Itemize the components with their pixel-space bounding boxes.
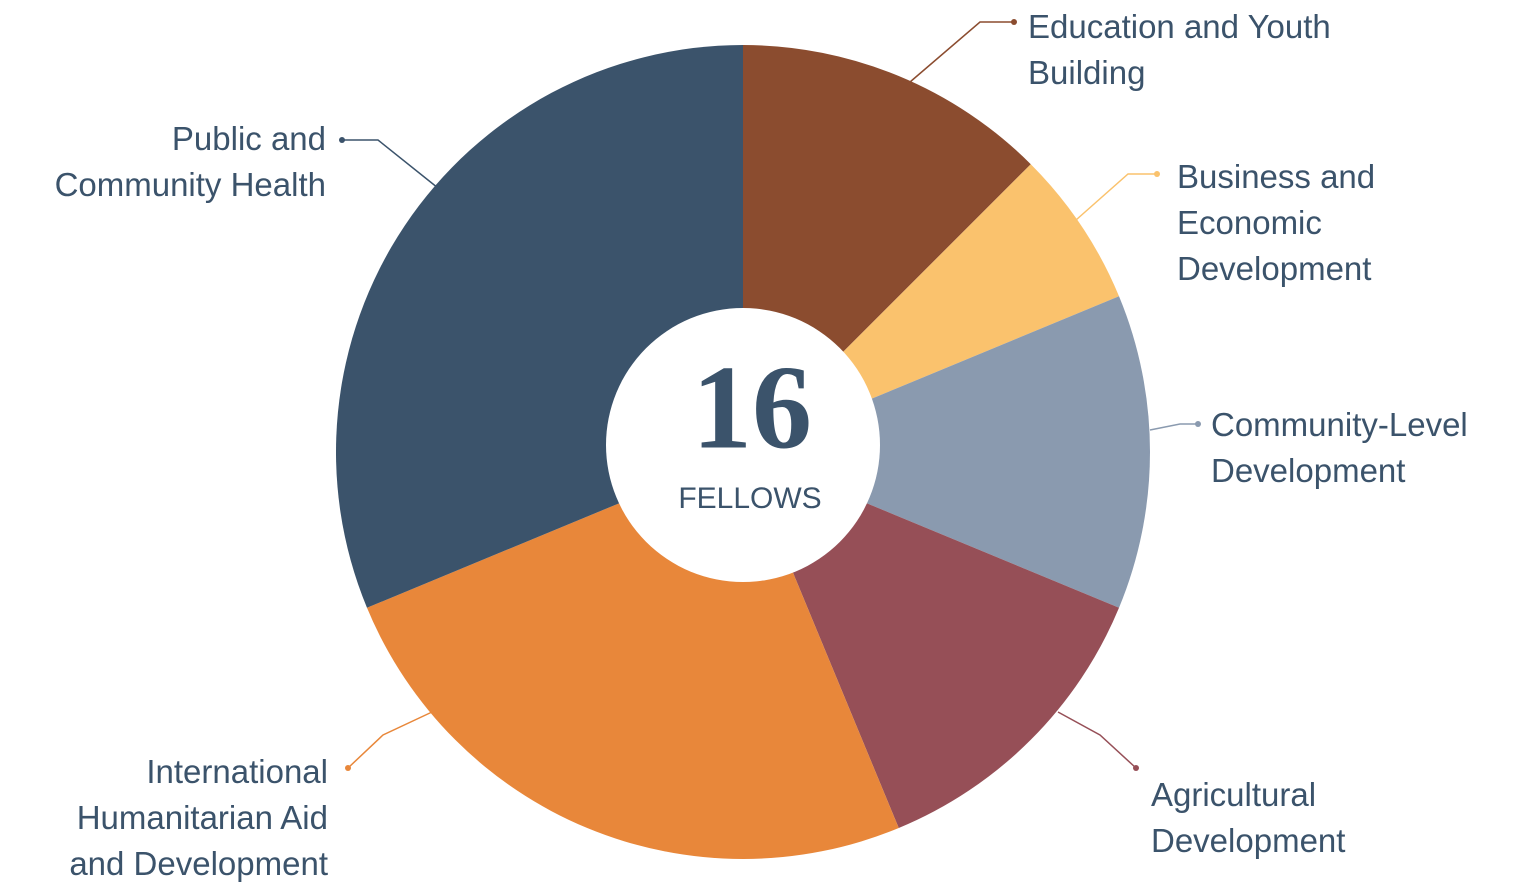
slice-label: Education and Youth Building (1028, 8, 1331, 91)
slice-label: International Humanitarian Aid and Devel… (69, 753, 328, 882)
slice-label: Agricultural Development (1151, 776, 1346, 859)
center-label: FELLOWS (678, 482, 821, 515)
slice-label: Community-Level Development (1211, 406, 1468, 489)
donut-hole (606, 308, 880, 582)
leaders (342, 21, 1198, 769)
leader-dots (339, 19, 1201, 771)
slice-label: Business and Economic Development (1177, 158, 1376, 287)
leader-line (347, 711, 433, 769)
leader-dot (345, 765, 351, 771)
leader-dot (1011, 19, 1017, 25)
leader-dot (1195, 421, 1201, 427)
slice (743, 296, 1150, 608)
leader-line (1057, 711, 1137, 769)
leader-dot (1154, 171, 1160, 177)
leader-line (342, 139, 439, 189)
leader-dot (1133, 765, 1139, 771)
slice (743, 452, 1120, 829)
leader-line (1075, 173, 1157, 221)
leader-line (909, 21, 1014, 83)
center-value: 16 (692, 341, 812, 474)
slice-label: Public and Community Health (54, 120, 326, 203)
leader-dot (339, 137, 345, 143)
leader-line (1149, 423, 1198, 431)
